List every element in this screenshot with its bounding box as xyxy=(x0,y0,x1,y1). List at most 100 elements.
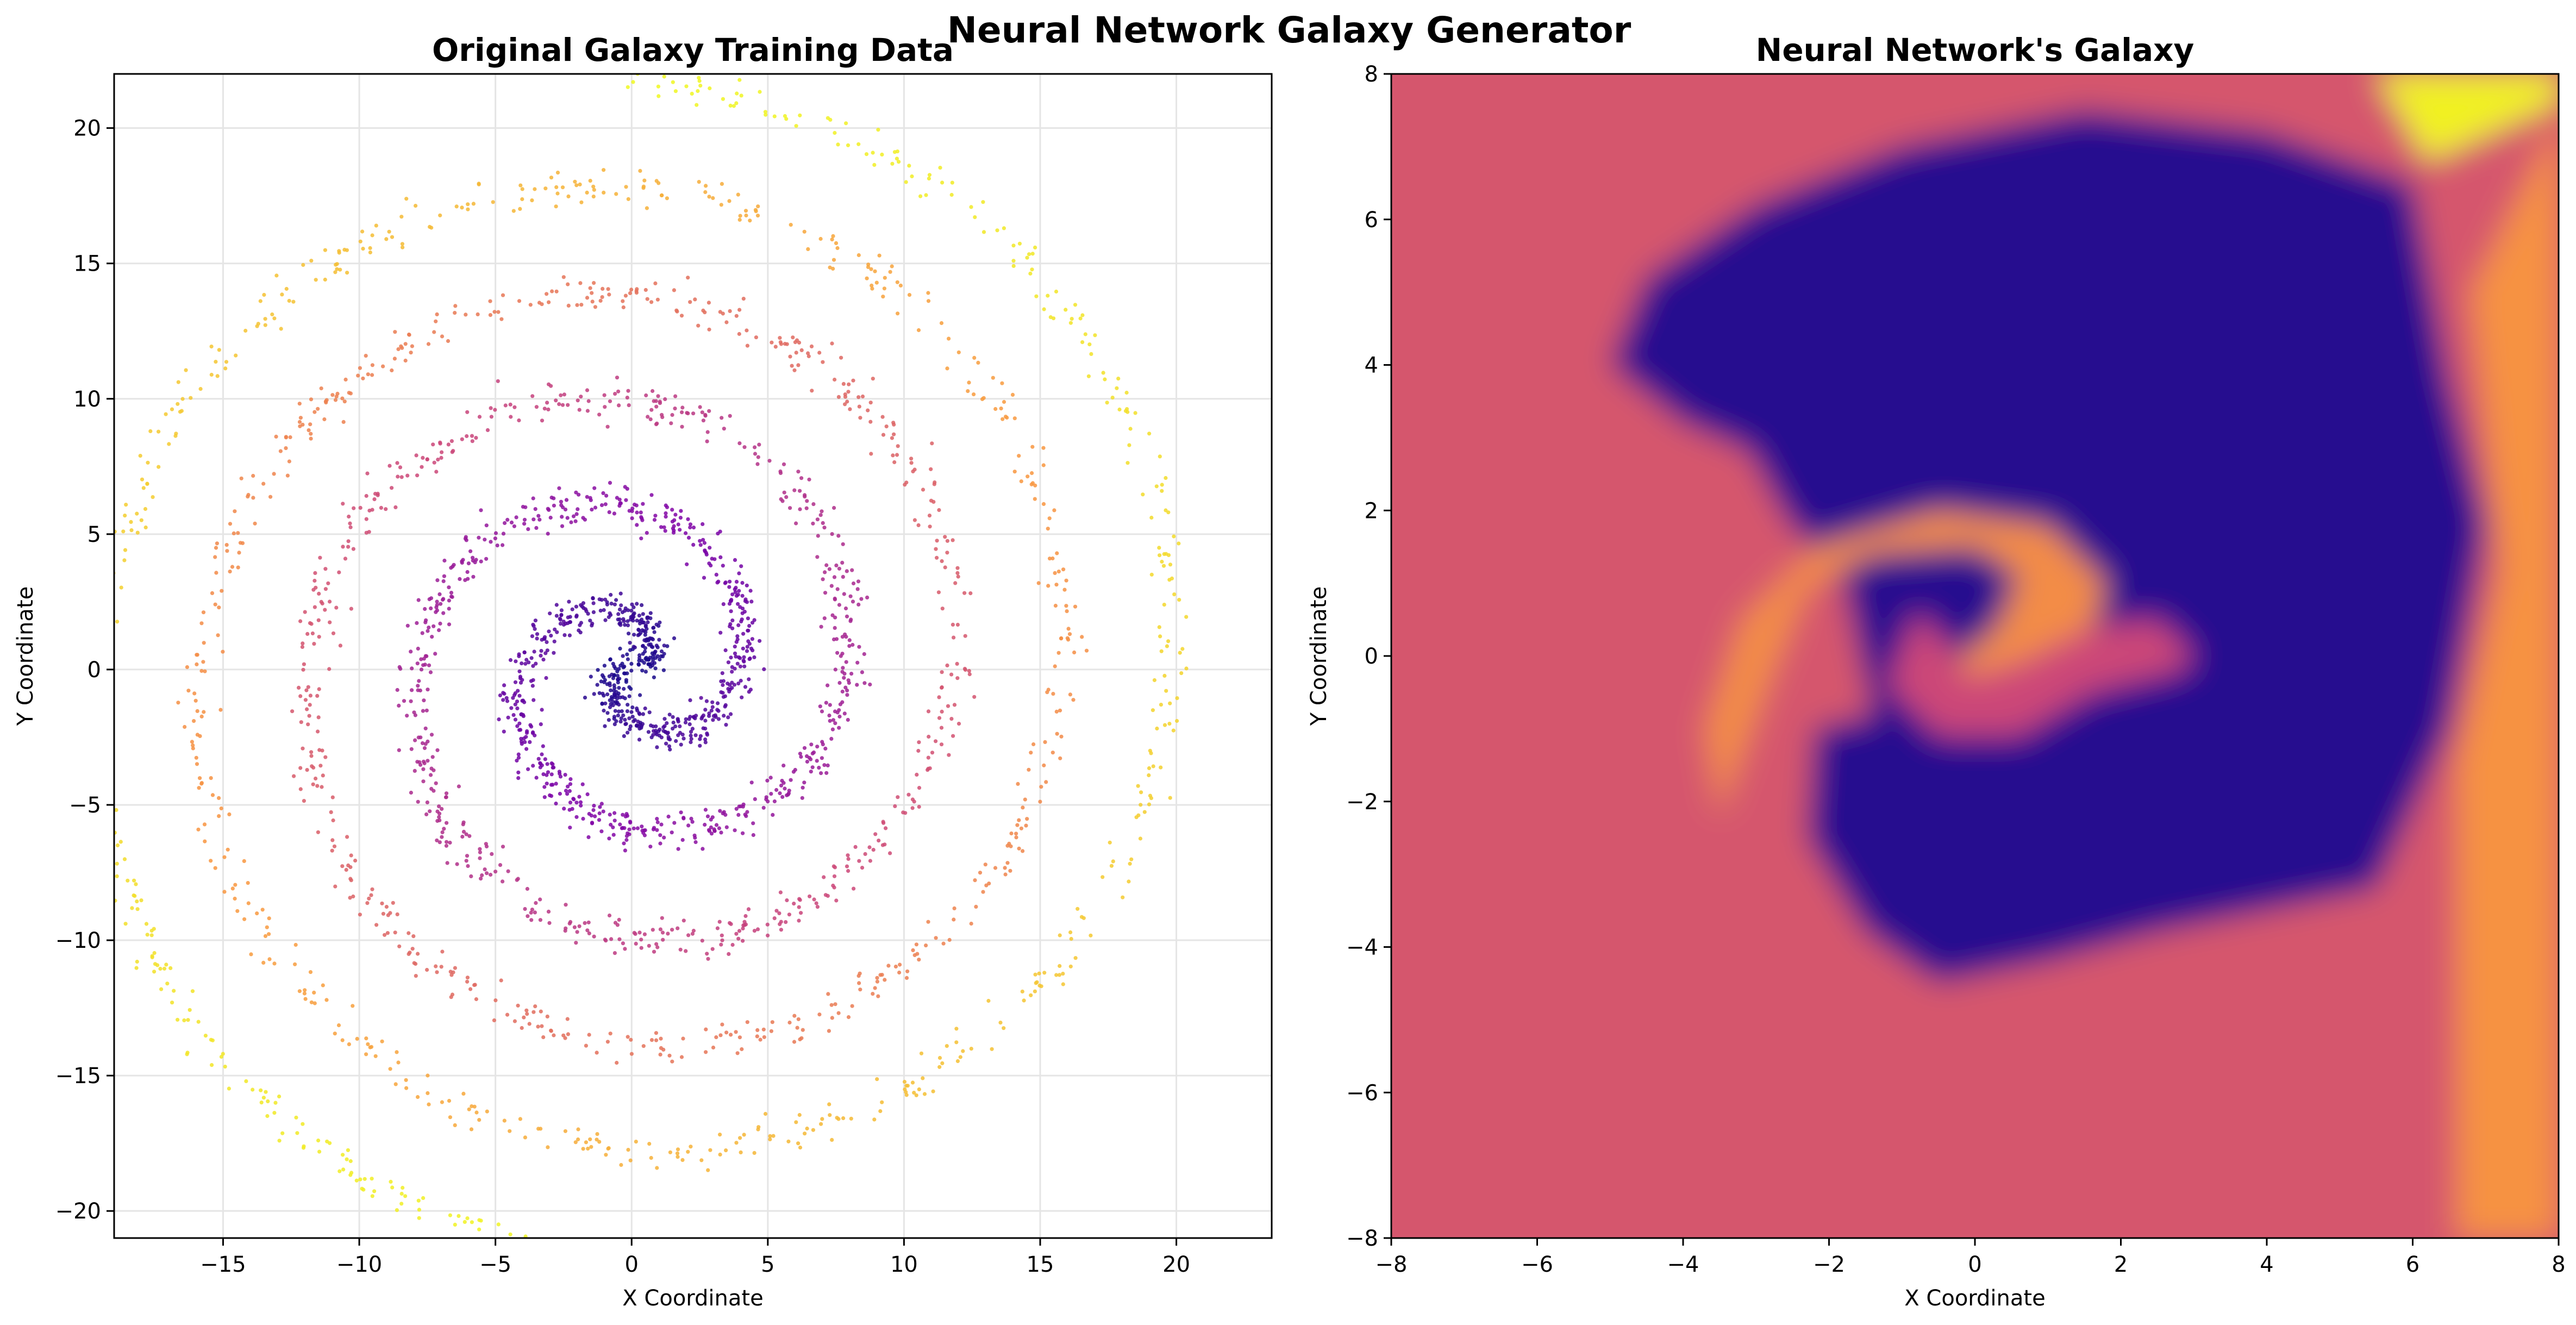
scatter-point xyxy=(655,817,659,821)
scatter-point xyxy=(683,720,688,724)
scatter-point xyxy=(518,183,523,188)
scatter-point xyxy=(530,394,535,398)
scatter-point xyxy=(576,1137,580,1142)
scatter-point xyxy=(293,962,297,966)
scatter-point xyxy=(896,795,900,799)
scatter-point xyxy=(869,452,873,456)
scatter-point xyxy=(1054,709,1059,714)
scatter-point xyxy=(489,540,493,544)
scatter-point xyxy=(380,1039,384,1043)
scatter-point xyxy=(978,871,983,875)
scatter-point xyxy=(601,286,605,291)
scatter-point xyxy=(676,522,680,527)
scatter-point xyxy=(107,820,110,823)
scatter-point xyxy=(478,856,482,860)
scatter-point xyxy=(764,112,768,117)
scatter-point xyxy=(585,409,590,413)
scatter-point xyxy=(833,667,837,672)
scatter-point xyxy=(516,1003,520,1008)
y-tick-label: −8 xyxy=(1346,1226,1378,1251)
scatter-point xyxy=(310,631,315,636)
scatter-point xyxy=(143,507,148,511)
scatter-point xyxy=(540,1024,544,1028)
scatter-point xyxy=(565,1017,570,1021)
scatter-point xyxy=(834,563,839,567)
scatter-point xyxy=(301,262,305,267)
scatter-point xyxy=(485,1109,489,1114)
scatter-point xyxy=(416,1095,420,1099)
scatter-xlabel: X Coordinate xyxy=(622,1286,763,1311)
x-tick-label: 2 xyxy=(2114,1252,2128,1277)
scatter-point xyxy=(780,795,785,799)
scatter-point xyxy=(689,733,693,738)
scatter-point xyxy=(474,997,479,1002)
scatter-point xyxy=(830,238,834,242)
scatter-point xyxy=(565,792,570,796)
scatter-point xyxy=(563,1036,567,1040)
scatter-point xyxy=(492,1018,497,1022)
scatter-point xyxy=(492,310,497,314)
scatter-point xyxy=(974,904,978,909)
scatter-point xyxy=(607,510,611,515)
scatter-point xyxy=(409,351,413,355)
scatter-point xyxy=(202,641,206,645)
scatter-point xyxy=(321,983,325,988)
scatter-point xyxy=(689,816,693,821)
scatter-point xyxy=(197,786,201,790)
scatter-point xyxy=(470,434,474,438)
scatter-point xyxy=(517,654,521,659)
scatter-point xyxy=(946,704,951,708)
scatter-point xyxy=(617,686,621,690)
scatter-point xyxy=(750,621,755,625)
scatter-point xyxy=(909,457,914,461)
scatter-point xyxy=(141,486,146,490)
scatter-point xyxy=(617,667,621,671)
scatter-point xyxy=(851,599,855,604)
scatter-point xyxy=(642,638,647,642)
scatter-point xyxy=(698,543,703,547)
scatter-point xyxy=(736,682,741,686)
scatter-point xyxy=(635,618,639,623)
scatter-point xyxy=(762,1035,766,1039)
scatter-point xyxy=(743,685,748,689)
scatter-point xyxy=(976,360,980,365)
scatter-point xyxy=(652,626,656,630)
scatter-point xyxy=(170,407,174,411)
scatter-point xyxy=(552,765,556,770)
scatter-point xyxy=(881,433,886,437)
scatter-point xyxy=(756,204,760,209)
scatter-point xyxy=(279,327,283,331)
scatter-point xyxy=(641,712,645,716)
scatter-point xyxy=(868,420,873,424)
scatter-point xyxy=(1008,868,1012,873)
scatter-point xyxy=(905,969,910,973)
scatter-point xyxy=(384,507,388,511)
scatter-point xyxy=(115,620,120,624)
scatter-point xyxy=(337,1169,342,1173)
scatter-point xyxy=(189,396,193,400)
scatter-point xyxy=(155,963,160,967)
scatter-point xyxy=(673,512,678,517)
scatter-point xyxy=(822,875,826,879)
scatter-point xyxy=(815,759,819,763)
scatter-point xyxy=(508,658,513,662)
scatter-point xyxy=(1038,799,1042,804)
scatter-point xyxy=(743,599,747,603)
scatter-point xyxy=(945,1044,949,1048)
scatter-point xyxy=(1151,708,1155,712)
scatter-point xyxy=(1103,377,1107,382)
scatter-point xyxy=(564,789,568,793)
scatter-point xyxy=(701,713,705,717)
scatter-point xyxy=(597,818,602,822)
scatter-point xyxy=(718,1033,723,1038)
scatter-point xyxy=(963,667,967,672)
scatter-point xyxy=(89,729,92,733)
scatter-point xyxy=(308,970,313,974)
scatter-point xyxy=(407,952,411,956)
scatter-point xyxy=(755,927,760,932)
scatter-point xyxy=(146,460,150,465)
scatter-point xyxy=(1149,796,1153,801)
scatter-point xyxy=(1051,316,1056,321)
scatter-point xyxy=(601,491,605,496)
scatter-point xyxy=(598,609,603,613)
